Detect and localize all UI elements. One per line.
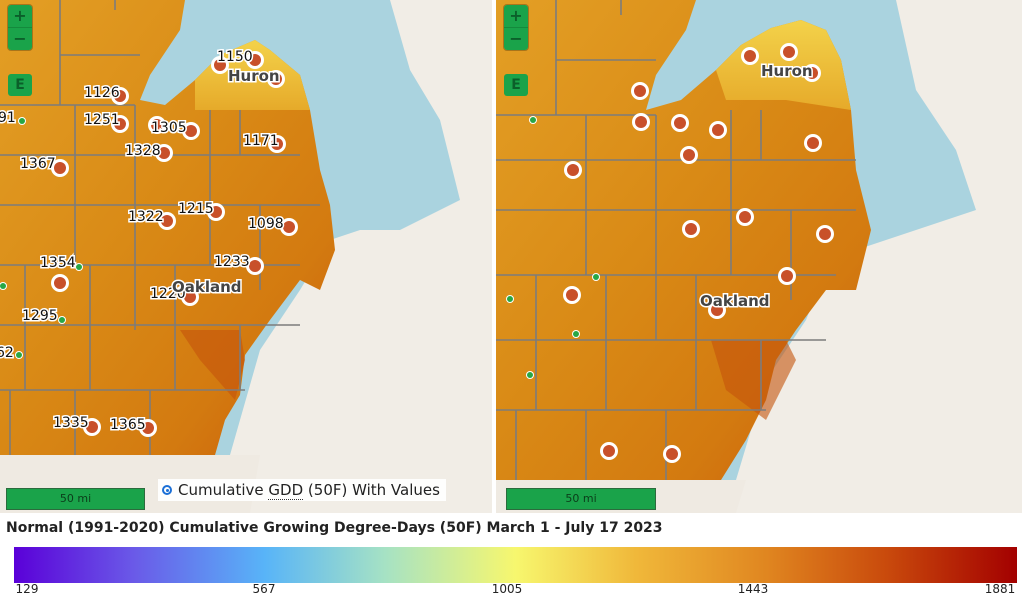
station-value: 1150 <box>217 49 253 65</box>
station-value: 1365 <box>110 417 146 433</box>
legend-title: Normal (1991-2020) Cumulative Growing De… <box>6 520 663 536</box>
panel-divider <box>492 0 496 513</box>
legend-tick: 1005 <box>491 582 523 596</box>
legend-tick: 1443 <box>737 582 769 596</box>
place-labels: Huron Oakland <box>171 66 282 298</box>
station-value-labels: 1150 1126 1251 1305 1328 1171 1367 1322 … <box>0 48 285 435</box>
left-map-canvas[interactable]: 1150 1126 1251 1305 1328 1171 1367 1322 … <box>0 0 492 513</box>
county-borders <box>0 0 320 455</box>
station-value: 1171 <box>243 133 279 149</box>
gdd-abbreviation: GDD <box>268 481 304 500</box>
land-ontario <box>0 0 492 513</box>
place-label-huron: Huron <box>228 67 280 85</box>
station-value: 1335 <box>53 415 89 431</box>
place-label-oakland: Oakland <box>172 278 242 296</box>
station-value: 1295 <box>22 308 58 324</box>
layer-button[interactable]: E <box>504 74 528 96</box>
layer-button[interactable]: E <box>8 74 32 96</box>
place-labels: Huron Oakland <box>699 61 815 312</box>
station-value: 1251 <box>84 112 120 128</box>
right-zoom-control: + − <box>504 5 528 50</box>
scale-bar: 50 mi <box>6 488 145 510</box>
gdd-thumb-area <box>716 20 851 110</box>
right-map-canvas[interactable]: Huron Oakland <box>496 0 1022 513</box>
station-value: 1354 <box>40 255 76 271</box>
left-zoom-control: + − <box>8 5 32 50</box>
station-value: 1305 <box>151 120 187 136</box>
place-label-oakland: Oakland <box>700 292 770 310</box>
zoom-in-button[interactable]: + <box>8 5 32 28</box>
layer-toggle-suffix: (50F) With Values <box>307 481 440 499</box>
station-value: 1233 <box>214 254 250 270</box>
station-value: 1220 <box>150 286 186 302</box>
scale-bar: 50 mi <box>506 488 656 510</box>
layer-toggle-prefix: Cumulative <box>178 481 264 499</box>
zoom-out-button[interactable]: − <box>504 28 528 50</box>
zoom-in-button[interactable]: + <box>504 5 528 28</box>
station-value-edge: 62 <box>0 345 14 361</box>
legend-tick: 129 <box>15 582 39 596</box>
legend-color-ramp <box>14 547 1017 583</box>
station-value: 1098 <box>248 216 284 232</box>
gdd-hot-area <box>180 330 245 400</box>
station-markers[interactable] <box>0 51 298 437</box>
layer-toggle-label: Cumulative GDD (50F) With Values <box>178 479 440 501</box>
station-value: 1367 <box>20 156 56 172</box>
radio-selected-icon[interactable] <box>162 485 172 495</box>
gdd-hot-area <box>711 340 796 420</box>
zoom-out-button[interactable]: − <box>8 28 32 50</box>
legend-tick: 567 <box>252 582 276 596</box>
layer-toggle[interactable]: Cumulative GDD (50F) With Values <box>158 479 446 501</box>
station-value-edge: 91 <box>0 110 16 126</box>
station-value: 1126 <box>84 85 120 101</box>
county-borders <box>496 0 856 480</box>
legend-tick: 1881 <box>984 582 1016 596</box>
station-value: 1322 <box>128 209 164 225</box>
right-map-panel[interactable]: Huron Oakland + − E 50 mi <box>496 0 1022 513</box>
station-value: 1215 <box>178 201 214 217</box>
gdd-heat-area <box>496 0 871 480</box>
place-label-huron: Huron <box>761 62 813 80</box>
land-ontario <box>496 0 1022 513</box>
station-value: 1328 <box>125 143 161 159</box>
station-markers[interactable] <box>506 43 834 463</box>
left-map-panel[interactable]: 1150 1126 1251 1305 1328 1171 1367 1322 … <box>0 0 492 513</box>
